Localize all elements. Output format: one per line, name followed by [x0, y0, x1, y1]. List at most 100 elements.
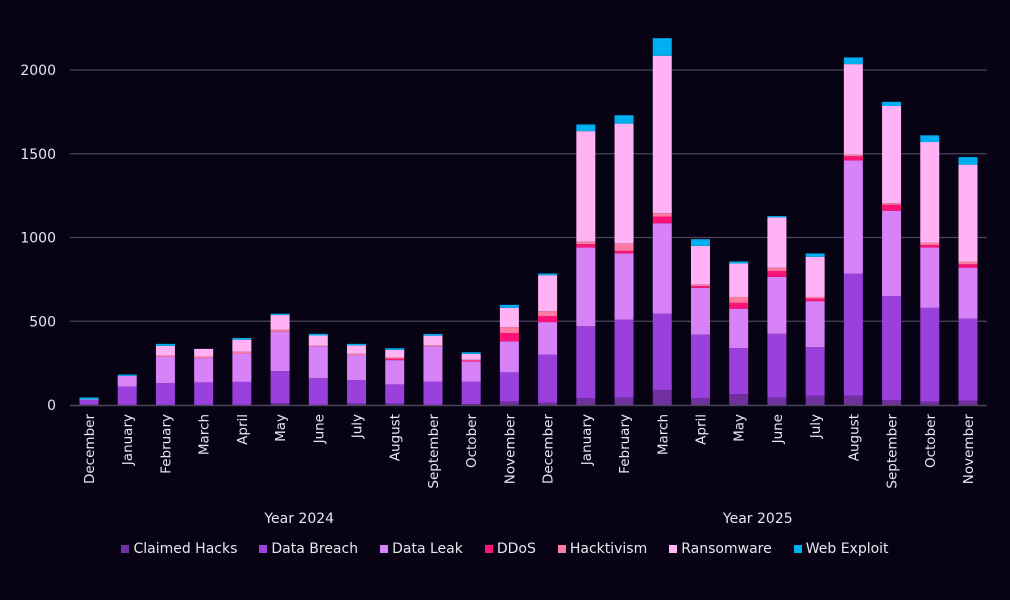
x-tick-label: November — [961, 414, 977, 485]
x-tick-label: December — [82, 414, 98, 484]
legend-label: DDoS — [496, 541, 536, 557]
x-tick-label: April — [235, 414, 251, 445]
bar-stack — [538, 273, 558, 405]
bar-segment-web-exploit — [308, 333, 328, 336]
bar-segment-ransomware — [652, 55, 672, 214]
bar-segment-web-exploit — [499, 304, 519, 308]
bar-segment-hacktivism — [614, 243, 634, 251]
x-tick-label: July — [808, 414, 824, 439]
bar-segment-hacktivism — [920, 242, 940, 246]
bar-segment-claimed-hacks — [614, 397, 634, 405]
bar-segment-data-leak — [805, 301, 825, 348]
bar-segment-ransomware — [499, 307, 519, 328]
bar-segment-claimed-hacks — [270, 402, 290, 405]
legend-item[interactable]: DDoS — [484, 541, 536, 557]
bar-segment-hacktivism — [194, 356, 214, 359]
x-tick-label: January — [120, 414, 136, 466]
bar-segment-data-breach — [270, 371, 290, 403]
bar-segment-data-breach — [194, 382, 214, 405]
bar-segment-data-leak — [155, 356, 175, 384]
bar-segment-web-exploit — [652, 38, 672, 56]
bar-stack — [805, 253, 825, 405]
legend-label: Claimed Hacks — [133, 541, 238, 557]
legend-item[interactable]: Claimed Hacks — [121, 541, 237, 557]
bar-segment-ddos — [461, 360, 481, 362]
x-tick-label: May — [273, 414, 289, 442]
bar-segment-ransomware — [270, 315, 290, 330]
bar-segment-data-breach — [347, 380, 367, 404]
bar-segment-ddos — [729, 302, 749, 309]
x-tick-label: August — [846, 414, 862, 461]
gridlines — [70, 69, 987, 322]
bar-segment-data-leak — [461, 361, 481, 382]
legend-swatch — [484, 545, 493, 553]
bar-stack — [843, 57, 863, 405]
bar-stack — [576, 124, 596, 405]
bar-segment-data-leak — [690, 287, 710, 335]
bar-stack — [499, 304, 519, 405]
x-tick-label: September — [885, 414, 901, 489]
legend-label: Web Exploit — [805, 541, 889, 557]
legend-item[interactable]: Data Breach — [259, 541, 358, 557]
x-tick-label: June — [311, 414, 327, 444]
legend: Claimed Hacks Data Breach Data Leak DDoS Hac… — [0, 541, 1010, 557]
bar-segment-hacktivism — [499, 327, 519, 333]
bar-segment-data-leak — [385, 360, 405, 385]
x-tick-label: October — [464, 414, 480, 468]
bar-segment-data-leak — [423, 346, 443, 382]
bar-segment-hacktivism — [423, 345, 443, 347]
legend-swatch — [793, 545, 802, 553]
bar-segment-hacktivism — [690, 284, 710, 287]
bar-segment-data-breach — [652, 313, 672, 390]
legend-item[interactable]: Ransomware — [669, 541, 772, 557]
bar-stack — [729, 261, 749, 405]
bar-segment-data-breach — [614, 319, 634, 398]
bar-segment-ransomware — [729, 263, 749, 297]
bar-stack — [232, 338, 252, 405]
bar-segment-claimed-hacks — [538, 402, 558, 405]
bar-segment-claimed-hacks — [499, 401, 519, 405]
bar-segment-hacktivism — [843, 154, 863, 157]
bar-segment-ddos — [767, 271, 787, 277]
bar-stack — [767, 216, 787, 405]
bar-segment-web-exploit — [347, 343, 367, 346]
x-tick-label: March — [655, 414, 671, 455]
bar-segment-ransomware — [423, 335, 443, 346]
x-tick-label: May — [732, 414, 748, 442]
bar-stack — [958, 157, 978, 405]
legend-label: Data Leak — [392, 541, 463, 557]
bar-segment-data-leak — [308, 346, 328, 379]
bar-segment-hacktivism — [805, 296, 825, 299]
legend-item[interactable]: Hacktivism — [557, 541, 648, 557]
bars — [79, 38, 978, 406]
bar-stack — [155, 343, 175, 405]
legend-label: Hacktivism — [569, 541, 648, 557]
legend-item[interactable]: Data Leak — [380, 541, 463, 557]
bar-segment-web-exploit — [920, 135, 940, 143]
bar-segment-data-breach — [232, 381, 252, 405]
bar-stack — [117, 374, 137, 405]
y-tick-label: 2000 — [20, 63, 56, 79]
x-tick-label: November — [502, 414, 518, 485]
bar-segment-web-exploit — [385, 348, 405, 350]
bar-segment-data-leak — [232, 353, 252, 382]
legend-item[interactable]: Web Exploit — [793, 541, 889, 557]
bar-segment-claimed-hacks — [843, 395, 863, 405]
bar-segment-web-exploit — [538, 273, 558, 276]
bar-segment-hacktivism — [729, 296, 749, 303]
bar-segment-claimed-hacks — [690, 398, 710, 405]
bar-segment-hacktivism — [155, 355, 175, 357]
bar-segment-data-breach — [767, 333, 787, 398]
bar-segment-ddos — [805, 298, 825, 302]
bar-segment-ddos — [690, 286, 710, 288]
bar-segment-data-breach — [882, 296, 902, 400]
bar-segment-ddos — [538, 316, 558, 323]
y-tick-label: 500 — [29, 314, 56, 330]
bar-segment-claimed-hacks — [805, 395, 825, 405]
bar-segment-ransomware — [308, 335, 328, 346]
y-tick-label: 0 — [47, 398, 56, 414]
bar-segment-data-leak — [614, 253, 634, 320]
bar-stack — [461, 352, 481, 405]
bar-segment-ransomware — [576, 131, 596, 242]
bar-segment-data-leak — [79, 399, 99, 400]
